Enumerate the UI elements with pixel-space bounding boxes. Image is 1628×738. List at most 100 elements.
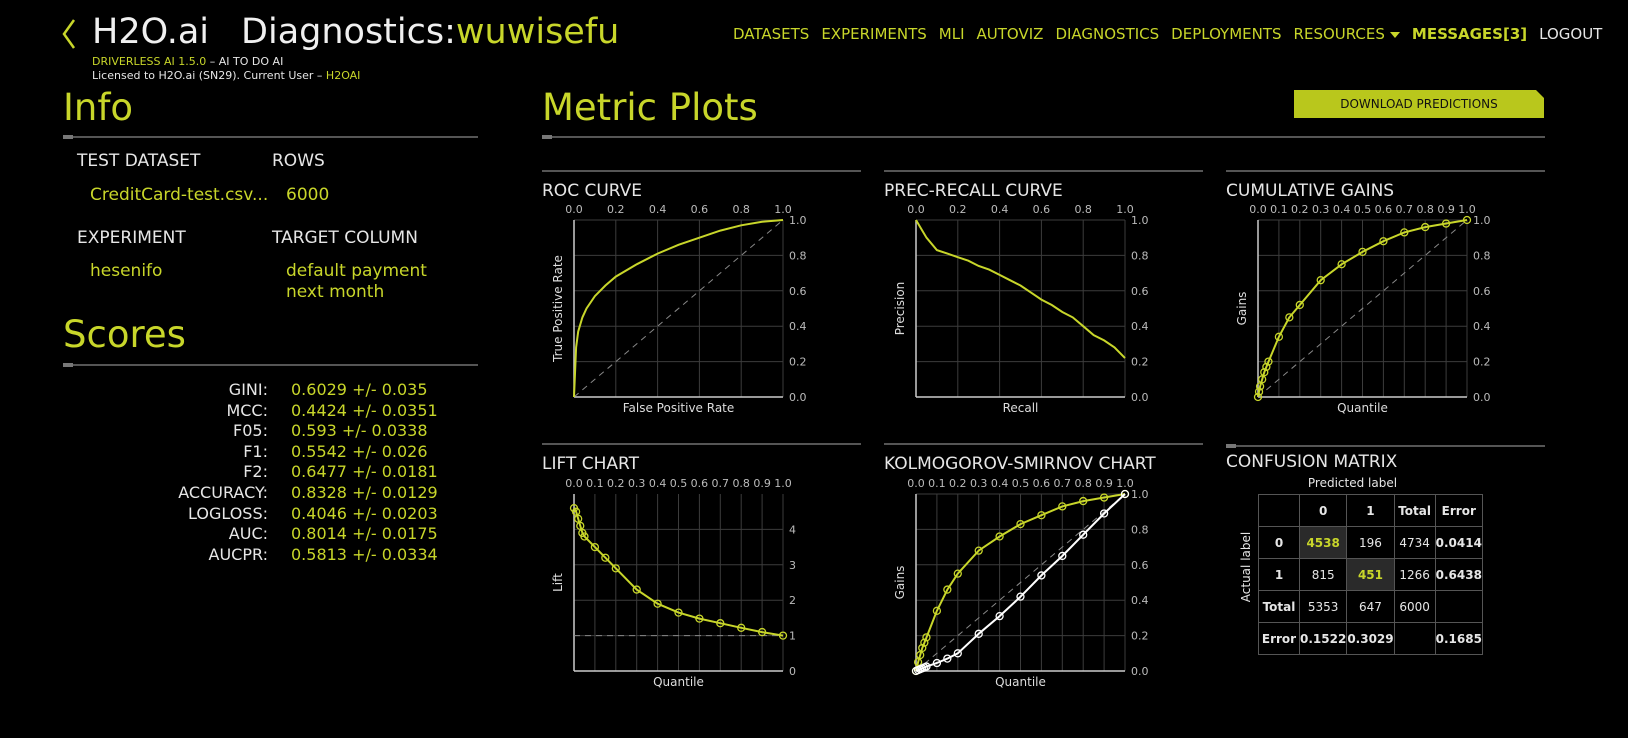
target-column-line1: default payment (286, 261, 427, 281)
matrix-row: 0 4538 196 4734 0.0414 (1258, 526, 1483, 559)
x-tick-label: 0.0 (565, 203, 583, 216)
matrix-cell: 815 (1298, 558, 1348, 591)
test-dataset-value[interactable]: CreditCard-test.csv... (90, 185, 269, 205)
caret-down-icon (1389, 31, 1400, 38)
download-predictions-button[interactable]: DOWNLOAD PREDICTIONS (1294, 90, 1544, 118)
data-point (995, 611, 1004, 621)
diagonal-reference-line (1257, 219, 1468, 398)
x-tick-label: 0.8 (732, 477, 750, 490)
matrix-row: Error 0.1522 0.3029 0.1685 (1258, 622, 1483, 655)
series-line (915, 493, 1126, 672)
chart-roc: ROC CURVE 0.0 0.2 0.4 0.6 0.8 1.0 0.0 0.2 0.4 0.6 0… (542, 170, 861, 415)
y-tick-label: 0.0 (1473, 391, 1491, 404)
nav-experiments[interactable]: EXPERIMENTS (821, 25, 927, 43)
score-name: F1: (243, 441, 268, 461)
x-tick-label: 0.2 (1291, 203, 1309, 216)
y-tick-label: 0.8 (1473, 249, 1491, 262)
data-point (580, 532, 589, 541)
nav-autoviz[interactable]: AUTOVIZ (976, 25, 1044, 43)
data-point (1316, 276, 1325, 285)
target-column-line2: next month (286, 282, 385, 302)
score-name: GINI: (228, 380, 268, 399)
x-axis-label: Recall (1003, 401, 1039, 415)
x-tick-label: 0.7 (1396, 203, 1414, 216)
nav-datasets[interactable]: DATASETS (733, 25, 810, 43)
data-point (1295, 300, 1304, 310)
data-point (716, 619, 725, 628)
x-tick-label: 0.1 (586, 477, 604, 490)
score-name: MCC: (226, 400, 268, 420)
nav-resources[interactable]: RESOURCES (1294, 25, 1400, 43)
confusion-matrix-title: CONFUSION MATRIX (1226, 452, 1398, 472)
matrix-cell (1434, 590, 1483, 623)
matrix-cell: 5353 (1298, 590, 1348, 623)
y-tick-label: 2 (789, 594, 796, 607)
experiment-value[interactable]: hesenifo (90, 261, 163, 281)
back-chevron-icon[interactable] (60, 14, 80, 54)
chart-divider (1226, 170, 1545, 172)
x-tick-label: 0.8 (732, 203, 750, 216)
matrix-cell (1393, 622, 1436, 655)
data-point (674, 608, 683, 617)
nav-mli[interactable]: MLI (938, 25, 965, 43)
nav-messages[interactable]: MESSAGES[3] (1411, 25, 1528, 43)
y-axis-label: Precision (893, 282, 907, 336)
experiment-label: EXPERIMENT (77, 228, 186, 248)
y-tick-label: 0.0 (789, 391, 807, 404)
x-tick-label: 0.7 (1054, 477, 1072, 490)
x-tick-label: 0.4 (649, 203, 667, 216)
series-line (573, 219, 784, 398)
data-point (1274, 332, 1284, 341)
info-divider (63, 135, 478, 139)
matrix-cell: Total (1258, 590, 1300, 623)
nav-diagnostics[interactable]: DIAGNOSTICS (1055, 25, 1160, 43)
data-point (1079, 530, 1088, 539)
x-tick-label: 0.1 (928, 477, 946, 490)
matrix-cell: 1266 (1393, 558, 1436, 591)
matrix-cell: 0.3029 (1346, 622, 1395, 655)
rows-label: ROWS (272, 151, 325, 171)
license-line: Licensed to H2O.ai (SN29). Current User … (92, 69, 360, 82)
scores-divider (63, 363, 478, 367)
scores-heading: Scores (63, 313, 186, 356)
y-tick-label: 0.8 (789, 249, 807, 262)
chart-divider (542, 443, 861, 445)
matrix-cell: 196 (1346, 526, 1395, 559)
y-axis-label: Lift (551, 573, 565, 592)
x-tick-label: 0.4 (991, 477, 1009, 490)
matrix-row: 1 815 451 1266 0.6438 (1258, 558, 1483, 591)
version-line: DRIVERLESS AI 1.5.0 – AI TO DO AI (92, 55, 283, 68)
nav-logout[interactable]: LOGOUT (1539, 25, 1603, 43)
x-tick-label: 0.8 (1074, 203, 1092, 216)
x-tick-label: 0.6 (1375, 203, 1393, 216)
y-tick-label: 4 (789, 523, 796, 536)
rows-value: 6000 (286, 185, 330, 205)
confusion-matrix-divider (1226, 444, 1545, 448)
matrix-row: Total 5353 647 6000 (1258, 590, 1483, 623)
actual-label: Actual label (1239, 531, 1253, 603)
matrix-cell: 0 (1258, 526, 1300, 559)
matrix-cell: 0.1685 (1434, 622, 1483, 655)
metric-plots-divider (542, 135, 1545, 139)
data-point (1016, 592, 1025, 601)
x-tick-label: 0.0 (907, 477, 925, 490)
data-point (943, 654, 952, 663)
data-point (1099, 509, 1109, 518)
matrix-header-row: 0 1 Total Error (1258, 494, 1483, 527)
data-point (1337, 260, 1346, 269)
series-line (915, 219, 1126, 359)
confusion-matrix-table: 0 1 Total Error 0 4538 196 4734 0.0414 1 815 451 126… (1258, 494, 1483, 655)
x-axis-label: Quantile (1337, 401, 1388, 415)
x-axis-label: Quantile (653, 675, 704, 689)
x-axis-label: Quantile (995, 675, 1046, 689)
data-point (1037, 571, 1046, 580)
data-point (757, 627, 767, 637)
series-line (573, 507, 784, 637)
chart-prec_recall: PREC-RECALL CURVE 0.0 0.2 0.4 0.6 0.8 1.0 0.0 0.… (884, 170, 1203, 415)
y-axis-label: Gains (1235, 292, 1249, 326)
data-point (632, 585, 641, 594)
nav-deployments[interactable]: DEPLOYMENTS (1171, 25, 1282, 43)
data-point (1037, 511, 1046, 520)
score-value: 0.8328 +/- 0.0129 (291, 483, 438, 502)
data-point (1285, 313, 1294, 322)
